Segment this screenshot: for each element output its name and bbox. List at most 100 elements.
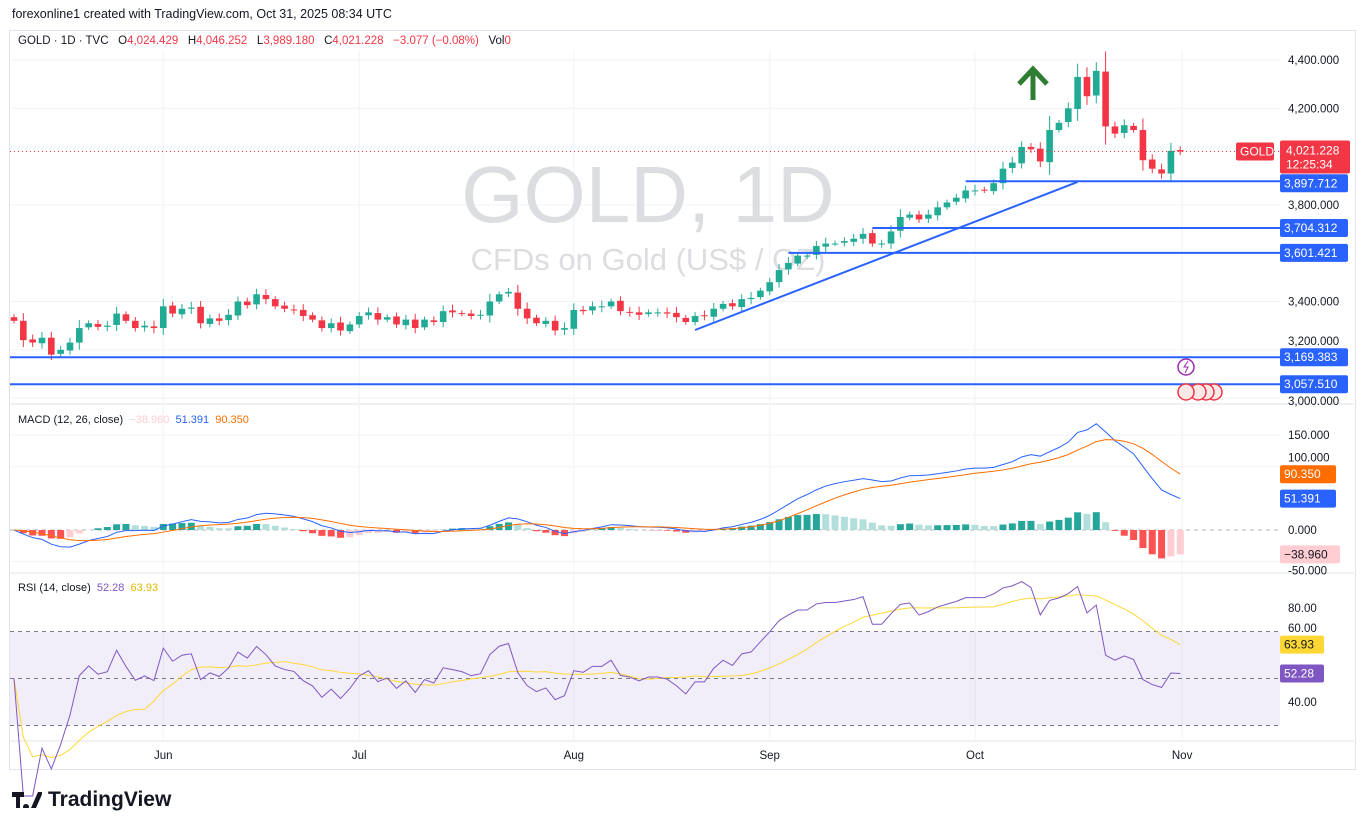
macd-histogram-bar [225, 528, 233, 530]
horizontal-line-label: 3,169.383 [1284, 350, 1338, 364]
horizontal-line-label-bg [1280, 219, 1348, 238]
candle-body [663, 312, 671, 314]
candle-body [906, 214, 913, 218]
candle [355, 312, 363, 328]
candle-body [943, 202, 951, 208]
candle [215, 313, 223, 326]
candle [383, 314, 391, 323]
symbol-tag: GOLD [1240, 144, 1274, 158]
symbol-tag-bg [1236, 142, 1274, 161]
candle-body [719, 303, 727, 309]
candle-body [682, 317, 690, 323]
candle-body [607, 301, 615, 307]
candle [747, 292, 755, 305]
candle-body [402, 319, 410, 326]
candle-body [467, 313, 475, 316]
horizontal-line-label: 3,057.510 [1284, 377, 1338, 391]
candle-body [523, 308, 531, 319]
candle-body [542, 320, 550, 324]
candle-body [1055, 122, 1063, 131]
rsi-title[interactable]: RSI (14, close) [18, 582, 91, 594]
candle-body [346, 324, 354, 332]
us-flag-event-icon [1177, 383, 1195, 401]
macd-histogram-bar [822, 514, 830, 530]
candle [187, 301, 195, 314]
horizontal-line-label-bg [1280, 348, 1348, 367]
candle [57, 345, 64, 358]
macd-histogram-bar [551, 530, 559, 536]
candle-body [374, 313, 382, 320]
macd-histogram-bar [1064, 517, 1072, 530]
candle-body [76, 328, 83, 343]
candle-body [1074, 76, 1081, 110]
candle-body [757, 290, 764, 298]
candle [710, 302, 718, 322]
candle [10, 314, 18, 324]
rsi-ma-tag: 63.93 [1284, 638, 1314, 652]
symbol-label[interactable]: GOLD · 1D · TVC [18, 35, 109, 47]
macd-histogram-bar [598, 528, 606, 530]
candle [626, 307, 634, 317]
candle-body [869, 233, 876, 244]
signal-line [13, 439, 1181, 542]
macd-histogram-bar [1092, 512, 1100, 530]
candle [486, 293, 494, 323]
lightning-glyph [1183, 360, 1189, 374]
candle [971, 184, 979, 196]
macd-histogram-bar [29, 530, 37, 536]
candle [374, 307, 382, 325]
rsi-value: 52.28 [96, 582, 125, 594]
candle [48, 331, 55, 360]
candle [467, 309, 475, 320]
candle-body [1046, 130, 1053, 163]
candle-body [421, 319, 428, 328]
tradingview-logo[interactable]: TradingView [12, 788, 171, 812]
macd-tick-label: 100.000 [1288, 453, 1330, 465]
macd-histogram-bar [784, 516, 792, 530]
candle [1074, 63, 1081, 121]
macd-tick-label: 0.000 [1288, 525, 1317, 537]
candle [645, 309, 652, 317]
up-arrow-icon [1017, 65, 1049, 100]
candle [402, 314, 410, 330]
candle-body [1148, 159, 1156, 169]
macd-histogram-bar [1055, 519, 1063, 530]
candle-body [551, 320, 559, 331]
candle-body [104, 325, 111, 327]
candle-body [393, 316, 400, 325]
macd-histogram-bar [215, 528, 223, 530]
macd-histogram-bar [915, 524, 923, 530]
candle-body [561, 328, 568, 330]
candle-body [243, 301, 251, 306]
candle-body [94, 323, 102, 327]
macd-hist-tag: −38.960 [1284, 547, 1328, 561]
candle-body [654, 312, 662, 314]
candle-body [365, 312, 372, 316]
macd-histogram-bar [840, 516, 848, 530]
macd-histogram-bar [271, 525, 279, 530]
candle-body [150, 326, 158, 329]
volume-value: 0 [504, 35, 511, 47]
candle-body [215, 318, 223, 321]
macd-legend: MACD (12, 26, close) −38.960 51.391 90.3… [18, 414, 249, 426]
macd-histogram-bar [934, 525, 942, 530]
macd-signal-tag: 90.350 [1284, 467, 1321, 481]
macd-histogram-bar [924, 525, 932, 530]
candle-body [533, 317, 540, 324]
macd-histogram-bar [253, 523, 261, 530]
candle [1055, 119, 1063, 133]
candle [607, 298, 615, 309]
x-tick-label: Nov [1172, 750, 1193, 762]
candle-body [831, 243, 839, 245]
open-value: 4,024.429 [127, 35, 179, 47]
candle-body [850, 238, 857, 242]
candle [822, 237, 830, 252]
macd-histogram-bar [19, 530, 27, 534]
candle-body [505, 291, 512, 294]
candle-body [290, 309, 298, 311]
macd-histogram-bar [38, 530, 46, 536]
macd-signal-value: 90.350 [215, 414, 249, 426]
macd-title[interactable]: MACD (12, 26, close) [18, 414, 124, 426]
candle [439, 305, 447, 328]
